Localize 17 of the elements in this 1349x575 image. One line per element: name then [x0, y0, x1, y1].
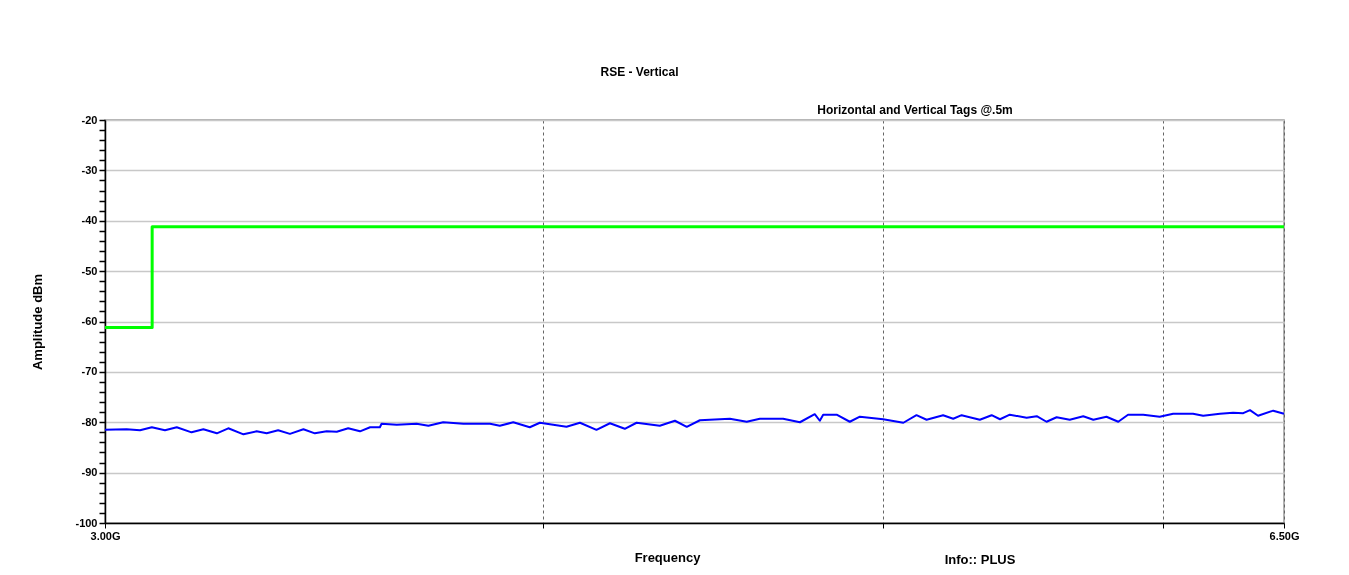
y-tick-label: -50 [81, 264, 98, 277]
y-axis-title: Amplitude dBm [30, 273, 46, 371]
x-tick-label: 6.50G [1269, 529, 1300, 542]
y-tick-label: -60 [81, 315, 98, 327]
y-tick-label: -30 [81, 163, 98, 176]
y-tick-label: -80 [81, 415, 98, 428]
y-tick-label: -20 [81, 113, 98, 126]
chart-title: RSE - Vertical [600, 65, 679, 79]
y-tick-label: -90 [81, 466, 98, 479]
x-tick-label: 3.00G [90, 529, 121, 542]
chart-subtitle: Horizontal and Vertical Tags @.5m [817, 103, 1013, 117]
line-series [104, 409, 1285, 436]
x-axis-title: Frequency [634, 549, 702, 565]
text: Info:: PLUS [944, 552, 1016, 567]
y-tick-label: -40 [81, 214, 98, 227]
y-tick-label: -70 [81, 365, 98, 378]
y-tick-label: -100 [75, 516, 98, 529]
